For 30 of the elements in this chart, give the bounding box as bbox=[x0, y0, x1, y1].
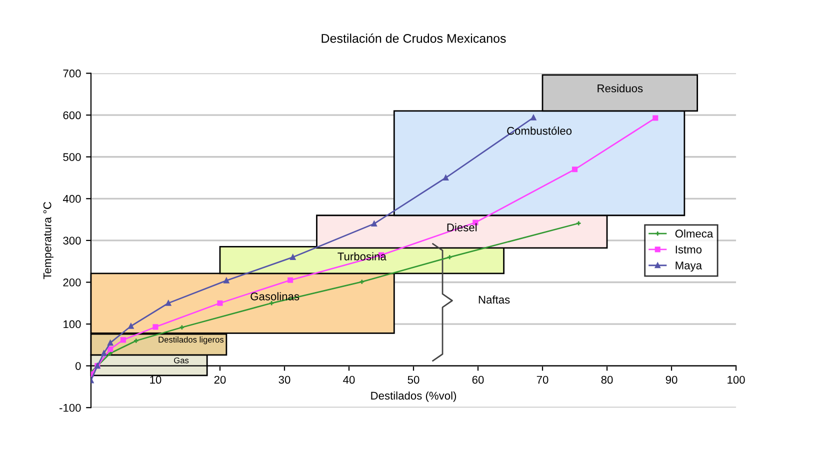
y-axis-title: Temperatura °C bbox=[43, 202, 54, 280]
x-tick-label: 100 bbox=[728, 376, 745, 384]
band-label: Residuos bbox=[598, 84, 643, 92]
y-tick-label: 200 bbox=[63, 278, 81, 286]
x-tick-label: 40 bbox=[343, 376, 355, 384]
annotation: Naftas bbox=[478, 295, 510, 304]
x-tick-label: 90 bbox=[666, 376, 678, 384]
legend-label: Maya bbox=[676, 262, 702, 272]
y-tick-label: 300 bbox=[63, 236, 81, 245]
x-axis-title: Destilados (%vol) bbox=[371, 391, 456, 402]
y-tick-label: -100 bbox=[60, 404, 81, 412]
x-tick-label: 10 bbox=[150, 376, 162, 384]
y-tick-label: 500 bbox=[63, 153, 81, 161]
x-tick-label: 20 bbox=[214, 376, 226, 384]
y-tick-label: 0 bbox=[76, 362, 81, 370]
x-tick-label: 80 bbox=[601, 376, 613, 384]
y-tick-label: 600 bbox=[63, 111, 81, 120]
y-tick-label: 100 bbox=[64, 320, 81, 328]
chart-title: Destilación de Crudos Mexicanos bbox=[322, 34, 506, 43]
y-tick-label: 400 bbox=[62, 194, 81, 203]
legend-label: Istmo bbox=[676, 246, 702, 254]
x-tick-label: 30 bbox=[278, 376, 290, 384]
x-tick-label: 70 bbox=[536, 376, 548, 384]
y-tick-label: 700 bbox=[63, 70, 81, 78]
band-label: Gas bbox=[174, 357, 189, 364]
x-tick-label: 50 bbox=[408, 376, 420, 384]
x-tick-label: 60 bbox=[472, 376, 484, 384]
band-label: Destilados ligeros bbox=[158, 336, 224, 344]
legend-label: Olmeca bbox=[675, 229, 714, 238]
band-label: Gasolinas bbox=[250, 292, 300, 300]
